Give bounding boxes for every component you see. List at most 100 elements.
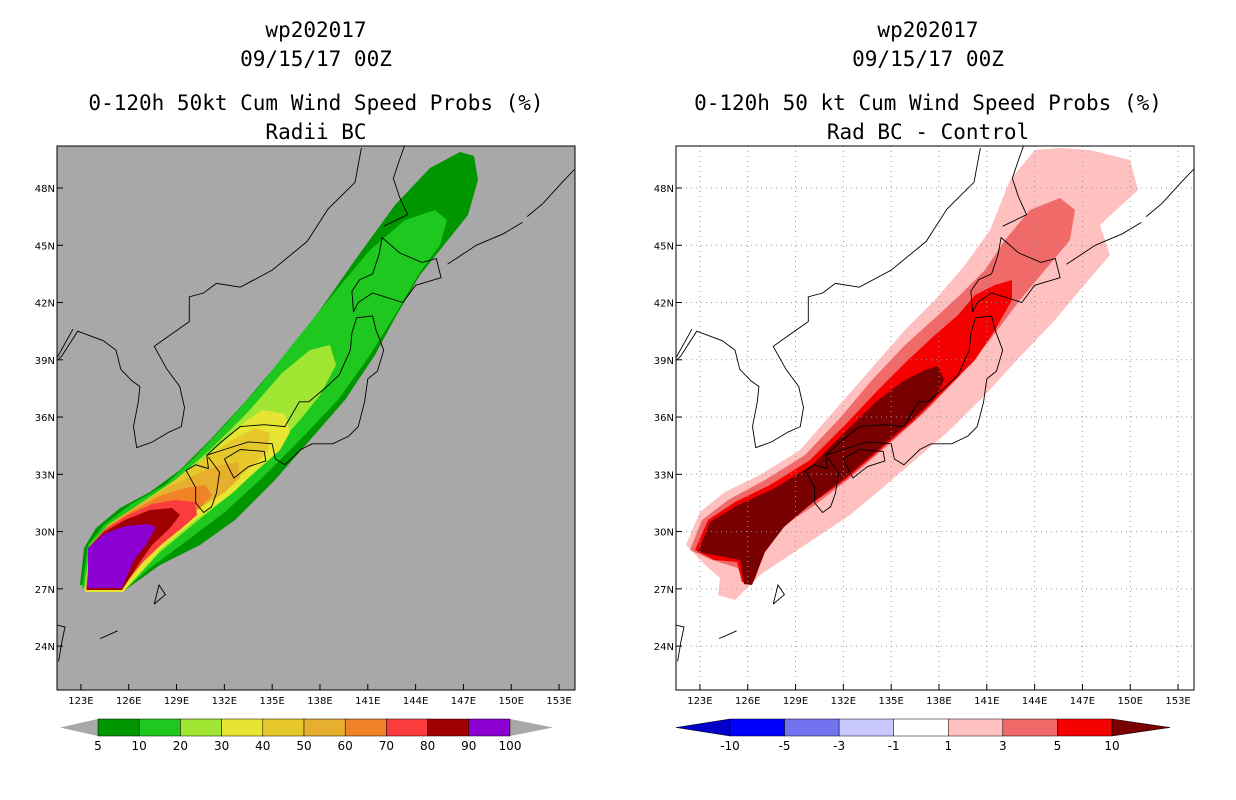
- left-colorbar-label: 50: [296, 739, 311, 753]
- right-colorbar-box: [893, 718, 949, 737]
- right-title-time: 09/15/17 00Z: [852, 47, 1004, 71]
- left-x-tick-label: 138E: [307, 696, 332, 707]
- right-coastline: [676, 328, 788, 449]
- left-y-tick-label: 36N: [35, 413, 55, 424]
- left-colorbar-label: 30: [214, 739, 229, 753]
- right-coastline: [772, 147, 981, 433]
- left-map-frame: [56, 145, 576, 691]
- left-coastline: [223, 449, 267, 479]
- right-colorbar-under-arrow: [675, 718, 731, 737]
- right-colorbar-label: 10: [1104, 739, 1119, 753]
- left-colorbar-label: 80: [420, 739, 435, 753]
- left-x-tick-label: 144E: [403, 696, 428, 707]
- right-coastline: [676, 624, 685, 662]
- left-x-tick-label: 147E: [451, 696, 476, 707]
- left-coastline: [447, 222, 523, 265]
- left-colorbar-box: [221, 718, 264, 737]
- right-colorbar-label: -1: [888, 739, 900, 753]
- left-coastline: [153, 147, 362, 433]
- right-colorbar: -10 -5 -3 -1 1 3 5 10: [675, 718, 1171, 753]
- right-colorbar-box: [948, 718, 1004, 737]
- right-coastline: [718, 630, 737, 639]
- right-y-tick-label: 33N: [654, 470, 674, 481]
- left-y-tick-label: 24N: [35, 642, 55, 653]
- right-colorbar-label: -10: [720, 739, 740, 753]
- left-colorbar-box: [427, 718, 470, 737]
- left-colorbar-under-arrow: [60, 719, 98, 736]
- right-colorbar-label: -5: [779, 739, 791, 753]
- right-colorbar-label: 1: [944, 739, 952, 753]
- right-title-storm: wp202017: [877, 18, 979, 42]
- right-x-tick-label: 123E: [687, 696, 712, 707]
- right-title-subtitle: Rad BC - Control: [826, 120, 1030, 144]
- right-x-tick-label: 150E: [1118, 696, 1143, 707]
- left-title-product: 0-120h 50kt Cum Wind Speed Probs (%): [88, 91, 544, 115]
- left-colorbar-label: 90: [461, 739, 476, 753]
- right-x-tick-label: 135E: [878, 696, 903, 707]
- right-coastline: [842, 449, 886, 479]
- left-x-tick-label: 153E: [546, 696, 571, 707]
- left-y-tick-label: 33N: [35, 470, 55, 481]
- right-x-tick-label: 126E: [735, 696, 760, 707]
- right-x-tick-label: 132E: [831, 696, 856, 707]
- right-x-tick-label: 153E: [1165, 696, 1190, 707]
- right-colorbar-box: [1057, 718, 1113, 737]
- right-colorbar-label: -3: [833, 739, 845, 753]
- left-x-tick-label: 126E: [116, 696, 141, 707]
- left-colorbar-box: [180, 718, 222, 737]
- left-colorbar-box: [344, 718, 387, 737]
- right-map-frame: [675, 145, 1195, 691]
- right-title-product: 0-120h 50 kt Cum Wind Speed Probs (%): [694, 91, 1162, 115]
- left-x-tick-label: 135E: [259, 696, 284, 707]
- right-y-tick-label: 36N: [654, 413, 674, 424]
- left-x-tick-label: 123E: [68, 696, 93, 707]
- right-colorbar-box: [1002, 718, 1058, 737]
- right-contour-10: [698, 366, 944, 585]
- right-colorbar-label: 3: [999, 739, 1007, 753]
- left-y-tick-label: 30N: [35, 528, 55, 539]
- left-title-time: 09/15/17 00Z: [240, 47, 392, 71]
- left-coastline: [99, 630, 118, 639]
- right-x-tick-label: 141E: [974, 696, 999, 707]
- right-x-tick-label: 147E: [1070, 696, 1095, 707]
- right-y-tick-label: 30N: [654, 528, 674, 539]
- left-coastline: [185, 455, 221, 514]
- right-x-tick-label: 129E: [783, 696, 808, 707]
- right-coastline: [970, 236, 1061, 313]
- left-coastline: [57, 624, 66, 662]
- right-coastline: [1145, 168, 1194, 217]
- right-coastline: [1066, 222, 1142, 265]
- right-colorbar-label: 5: [1054, 739, 1062, 753]
- right-y-tick-label: 48N: [654, 184, 674, 195]
- left-coastline: [153, 583, 166, 605]
- right-colorbar-box: [784, 718, 840, 737]
- left-title-storm: wp202017: [265, 18, 367, 42]
- left-colorbar-box: [468, 718, 511, 737]
- right-coastline: [1002, 146, 1028, 227]
- left-x-tick-label: 141E: [355, 696, 380, 707]
- left-y-tick-label: 42N: [35, 299, 55, 310]
- left-title-subtitle: Radii BC: [265, 120, 367, 144]
- right-colorbar-over-arrow: [1111, 718, 1171, 737]
- left-map: [57, 146, 575, 690]
- right-y-tick-label: 45N: [654, 241, 674, 252]
- left-colorbar-label: 100: [499, 739, 522, 753]
- left-colorbar: 5 10 20 30 40 50 60 70 80 90 100: [60, 718, 553, 753]
- left-coastline: [206, 315, 385, 466]
- left-colorbar-label: 5: [94, 739, 102, 753]
- left-coastline: [57, 328, 169, 449]
- left-coastline: [206, 315, 373, 456]
- left-colorbar-box: [138, 718, 181, 737]
- left-colorbar-box: [386, 718, 428, 737]
- left-colorbar-over-arrow: [510, 719, 553, 736]
- left-coastline: [526, 168, 575, 217]
- left-colorbar-label: 10: [132, 739, 147, 753]
- left-x-tick-label: 150E: [499, 696, 524, 707]
- left-colorbar-box: [303, 718, 346, 737]
- left-coastline: [383, 146, 409, 227]
- left-colorbar-label: 40: [255, 739, 270, 753]
- left-y-tick-label: 45N: [35, 241, 55, 252]
- right-y-tick-label: 24N: [654, 642, 674, 653]
- right-colorbar-box: [729, 718, 785, 737]
- right-coastline: [825, 315, 992, 456]
